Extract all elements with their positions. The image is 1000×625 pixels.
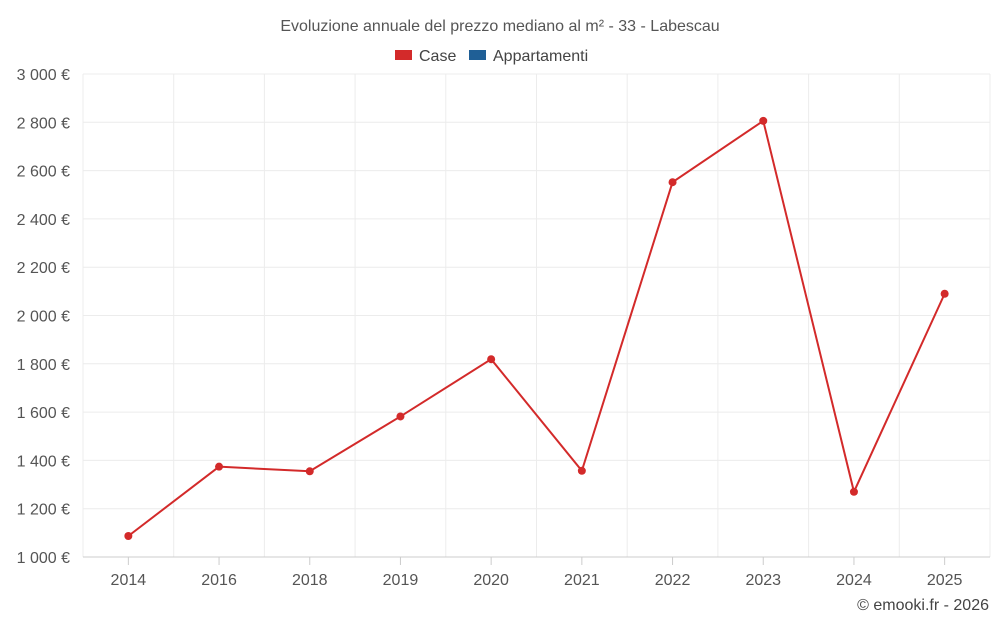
series-line-case (127, 119, 946, 537)
y-tick-label: 3 000 € (17, 67, 70, 84)
y-tick-label: 2 800 € (17, 115, 70, 132)
data-point[interactable] (668, 178, 677, 187)
x-tick-label: 2021 (564, 572, 600, 589)
x-tick-label: 2016 (201, 572, 237, 589)
x-tick-label: 2020 (473, 572, 509, 589)
data-point[interactable] (759, 116, 768, 125)
data-point[interactable] (305, 467, 314, 476)
data-point[interactable] (849, 487, 858, 496)
x-axis-ticks: 2014 2016 2018 2019 2020 2021 2022 2023 2024 2025 (111, 557, 963, 589)
y-tick-label: 1 000 € (17, 550, 70, 567)
data-point[interactable] (940, 289, 949, 298)
y-tick-label: 2 600 € (17, 164, 70, 181)
y-tick-label: 2 400 € (17, 212, 70, 229)
grid (82, 73, 991, 557)
data-point[interactable] (487, 355, 496, 364)
y-tick-label: 1 200 € (17, 502, 70, 519)
series (124, 116, 949, 540)
y-tick-label: 2 000 € (17, 309, 70, 326)
data-point[interactable] (396, 412, 405, 421)
y-tick-label: 2 200 € (17, 260, 70, 277)
legend-item-label[interactable]: Appartamenti (493, 48, 588, 65)
data-point[interactable] (577, 466, 586, 475)
x-tick-label: 2025 (927, 572, 963, 589)
x-tick-label: 2023 (745, 572, 781, 589)
x-tick-label: 2024 (836, 572, 872, 589)
legend-item-label[interactable]: Case (419, 48, 456, 65)
x-tick-label: 2019 (383, 572, 419, 589)
x-tick-label: 2014 (111, 572, 147, 589)
x-tick-label: 2018 (292, 572, 328, 589)
x-tick-label: 2022 (655, 572, 691, 589)
credit-text: © emooki.fr - 2026 (857, 597, 989, 614)
legend-swatch (395, 50, 412, 60)
data-point[interactable] (215, 462, 224, 471)
data-point[interactable] (124, 531, 133, 540)
legend: Case Appartamenti (395, 48, 588, 65)
y-tick-label: 1 600 € (17, 405, 70, 422)
chart-title: Evoluzione annuale del prezzo mediano al… (280, 18, 719, 35)
legend-swatch (469, 50, 486, 60)
y-axis-ticks: 1 000 € 1 200 € 1 400 € 1 600 € 1 800 € 2 000… (17, 67, 70, 567)
y-tick-label: 1 800 € (17, 357, 70, 374)
y-tick-label: 1 400 € (17, 453, 70, 470)
